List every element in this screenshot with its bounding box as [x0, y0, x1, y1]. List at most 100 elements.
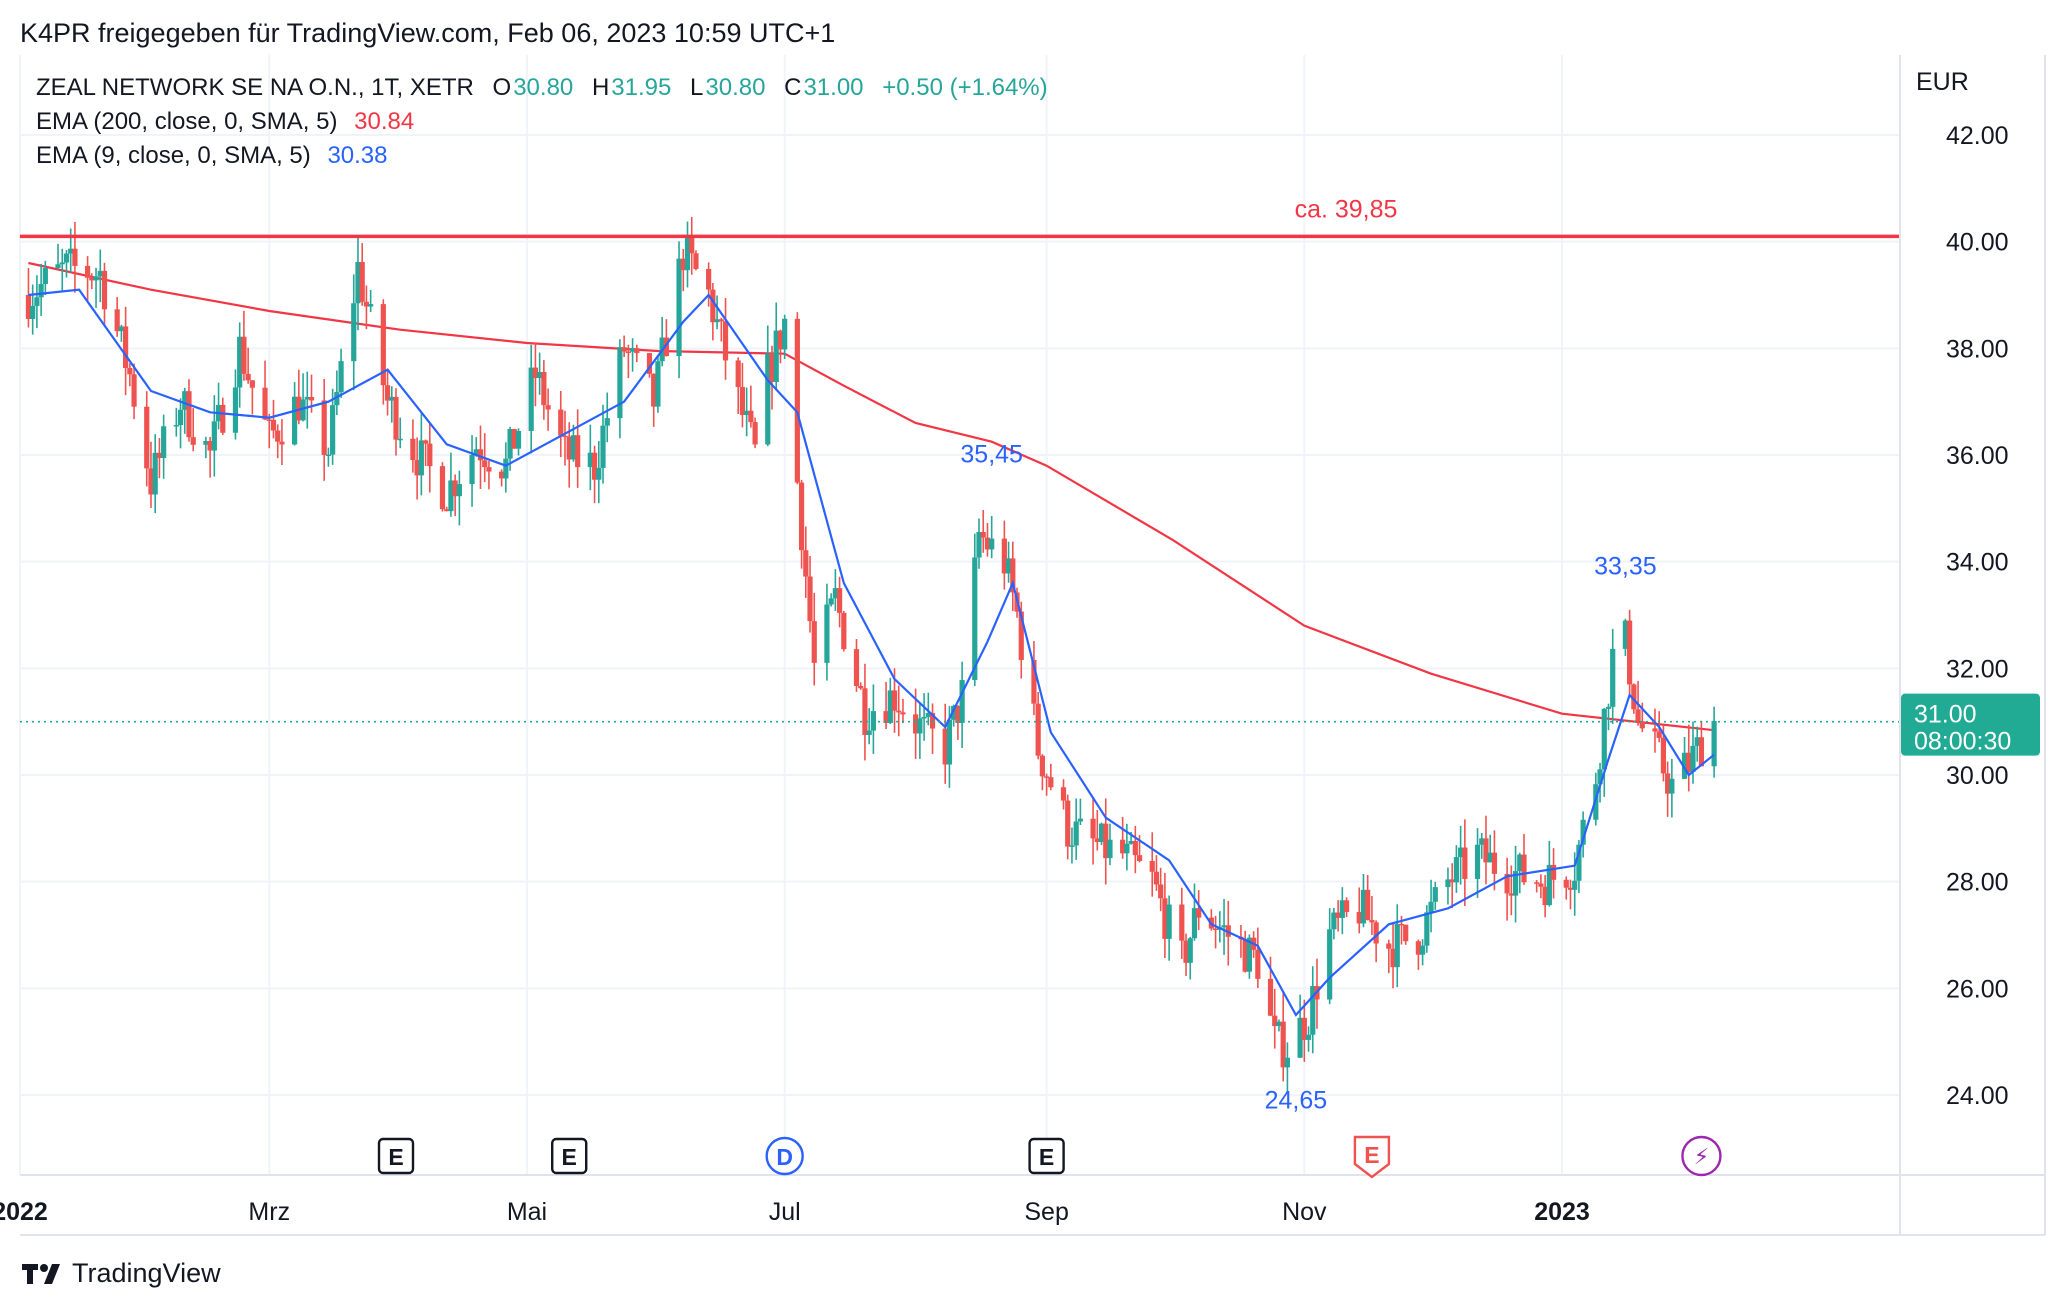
candle-body — [1221, 925, 1227, 928]
candle-body — [503, 458, 509, 479]
candle-body — [1356, 912, 1362, 924]
grid — [19, 55, 1900, 1175]
tradingview-logo[interactable]: TradingView — [22, 1258, 221, 1289]
event-marker-dividend[interactable]: D — [765, 1136, 804, 1176]
last-price-value: 31.00 — [1914, 701, 1977, 729]
time-tick-label: Nov — [1282, 1198, 1327, 1226]
candle-body — [625, 351, 631, 354]
candle-body — [1550, 864, 1557, 880]
candle-body — [1453, 857, 1460, 883]
candle-body — [617, 347, 623, 419]
candle-body — [1031, 659, 1037, 704]
event-marker-earnings[interactable]: E — [551, 1137, 588, 1175]
legend-ema200-label: EMA (200, close, 0, SMA, 5) — [36, 108, 338, 135]
dividend-glyph: D — [776, 1144, 793, 1170]
candle-body — [1035, 703, 1041, 756]
candle-body — [955, 705, 961, 723]
candle-body — [1432, 887, 1438, 902]
candle-body — [1301, 1017, 1307, 1040]
candle-body — [1267, 978, 1274, 1016]
price-tick-label: 28.00 — [1946, 869, 2009, 897]
candle-body — [655, 361, 661, 407]
event-marker-earnings[interactable]: E — [377, 1137, 415, 1175]
earnings-glyph: E — [388, 1144, 403, 1170]
candle-body — [1635, 709, 1641, 722]
candle-body — [207, 441, 213, 451]
candle-body — [42, 267, 48, 285]
candle-body — [469, 454, 475, 485]
legend-ema9-row[interactable]: EMA (9, close, 0, SMA, 5) 30.38 — [36, 142, 390, 170]
low-label: 24,65 — [1265, 1086, 1328, 1114]
candle-body — [739, 387, 746, 415]
candle-body — [803, 550, 809, 577]
legend-low-label: L — [690, 74, 704, 101]
candle-body — [706, 268, 712, 290]
legend-high-value: 31.95 — [611, 74, 672, 101]
candle-body — [1521, 854, 1527, 883]
candle-body — [275, 430, 281, 442]
candle-body — [321, 400, 327, 455]
candle-body — [393, 396, 399, 440]
candle-body — [1090, 818, 1096, 839]
candle-body — [1191, 908, 1198, 939]
candle-body — [883, 711, 889, 724]
share-header: K4PR freigegeben für TradingView.com, Fe… — [20, 18, 836, 48]
candle-body — [1622, 620, 1628, 649]
candle-body — [418, 440, 424, 476]
candle-body — [621, 347, 627, 352]
candle-body — [241, 336, 247, 374]
candle-body — [824, 604, 830, 663]
candle-body — [765, 353, 771, 445]
candle-body — [989, 538, 995, 550]
candle-body — [532, 367, 539, 379]
candle-body — [30, 305, 36, 319]
candle-body — [1098, 823, 1105, 843]
axes: 42.00 40.00 38.00 36.00 34.00 32.00 30.00 28.00… — [0, 55, 2046, 1236]
lightning-icon — [1681, 1135, 1722, 1177]
candle-body — [629, 348, 636, 352]
candle-body — [1386, 943, 1392, 949]
candle-body — [93, 276, 99, 281]
legend-ema200-row[interactable]: EMA (200, close, 0, SMA, 5) 30.84 — [36, 108, 416, 136]
event-marker-split-lightning[interactable]: ⚡ — [1681, 1135, 1722, 1177]
candle-body — [1153, 871, 1160, 885]
candle-body — [946, 719, 953, 765]
candle-body — [735, 360, 741, 388]
candle-body — [1669, 778, 1675, 794]
candle-body — [499, 471, 505, 479]
candle-body — [1162, 898, 1168, 939]
price-axis-unit: EUR — [1916, 68, 1969, 96]
candle-body — [1331, 912, 1337, 930]
candle-body — [1694, 737, 1700, 746]
candle-body — [161, 426, 167, 459]
candle-body — [1572, 880, 1578, 890]
candle-body — [541, 371, 547, 406]
event-marker-earnings[interactable]: E — [1028, 1137, 1065, 1175]
resistance-label: ca. 39,85 — [1295, 195, 1398, 223]
candle-body — [1424, 912, 1430, 946]
candle-body — [748, 410, 754, 423]
candle-body — [1610, 648, 1616, 707]
legend-symbol[interactable]: ZEAL NETWORK SE NA O.N., 1T, XETR — [36, 74, 474, 101]
candle-body — [634, 348, 640, 354]
candle-body — [676, 258, 682, 357]
candle-body — [891, 690, 898, 711]
candle-body — [1039, 755, 1045, 777]
candle-body — [1069, 845, 1075, 847]
candle-body — [123, 326, 129, 369]
candle-body — [832, 588, 838, 599]
candle-body — [1449, 879, 1455, 883]
candle-body — [1149, 861, 1155, 872]
candle-body — [1681, 752, 1688, 779]
candle-body — [718, 319, 724, 322]
candle-body — [1420, 945, 1426, 955]
candle-body — [689, 237, 695, 254]
price-tick-label: 36.00 — [1946, 442, 2009, 470]
candle-body — [237, 336, 243, 388]
price-tick-label: 40.00 — [1946, 229, 2009, 257]
candle-body — [262, 387, 268, 420]
event-marker-earnings-upcoming[interactable]: E — [1353, 1135, 1391, 1179]
candle-body — [1187, 938, 1193, 963]
candle-body — [300, 399, 306, 421]
